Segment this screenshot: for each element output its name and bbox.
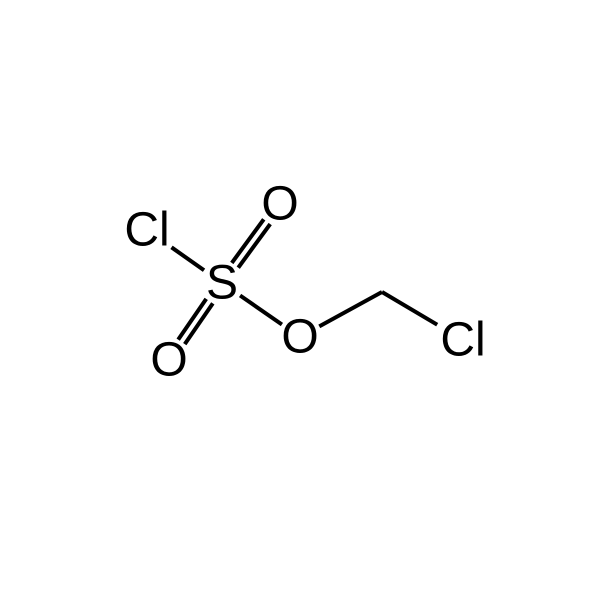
atom-s: S: [206, 257, 238, 310]
molecule-diagram: Cl SO O O Cl: [0, 0, 600, 600]
bond-line: [172, 247, 205, 270]
atom-o: O: [261, 178, 298, 231]
atom-o: O: [150, 334, 187, 387]
bond-line: [382, 292, 437, 325]
atom-cl: Cl: [124, 204, 169, 257]
atom-o: O: [281, 311, 318, 364]
bond-line: [240, 296, 282, 325]
atom-cl: Cl: [440, 314, 485, 367]
bond-line: [319, 292, 382, 326]
